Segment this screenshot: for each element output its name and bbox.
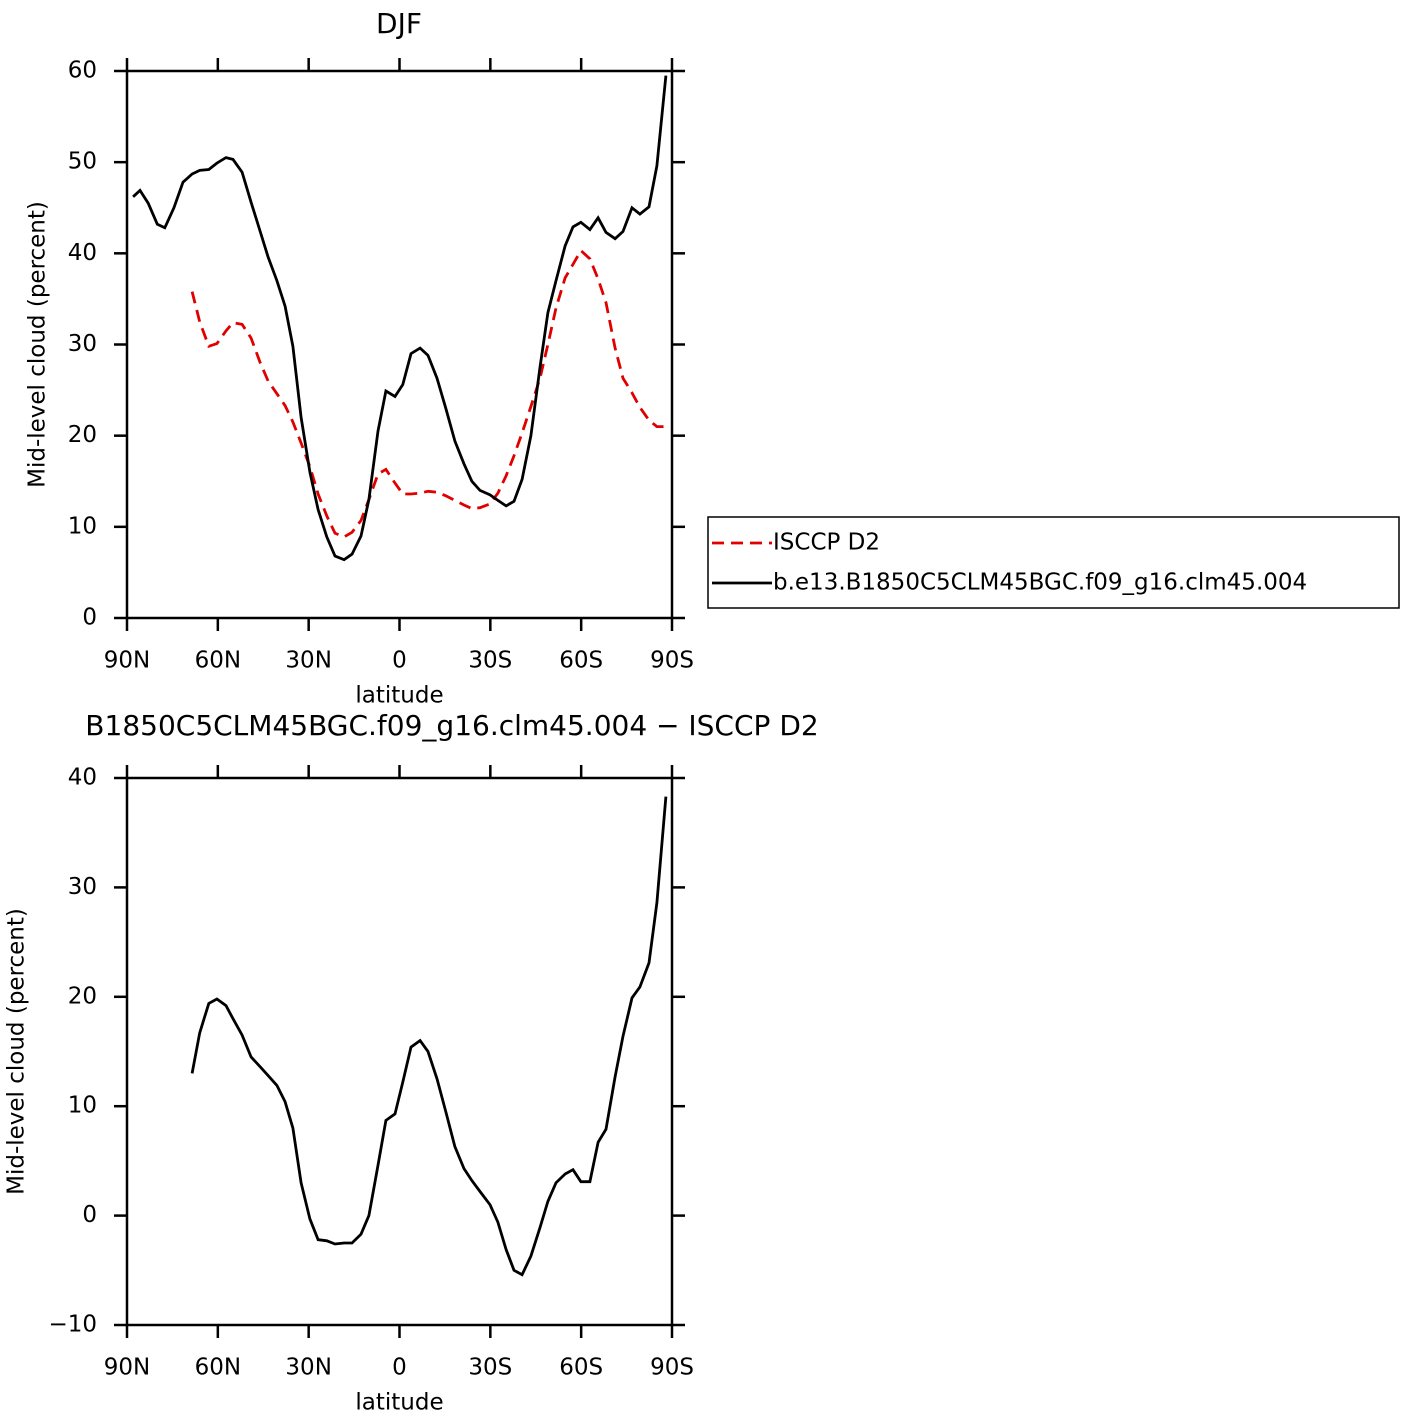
- plot-frame: [125, 69, 674, 620]
- data-line: [190, 248, 666, 539]
- x-tick-label: 0: [392, 648, 407, 674]
- x-tick-label: 0: [392, 1355, 407, 1381]
- x-tick-label: 30N: [285, 1355, 331, 1381]
- y-tick-label: −10: [48, 1312, 97, 1338]
- plot-frame: [125, 776, 674, 1327]
- y-tick-label: 20: [68, 422, 97, 448]
- y-tick-label: 0: [82, 1202, 97, 1228]
- x-tick-label: 90S: [650, 648, 694, 674]
- y-tick-label: 40: [68, 240, 97, 266]
- y-axis-label: Mid-level cloud (percent): [4, 908, 30, 1195]
- legend-label: b.e13.B1850C5CLM45BGC.f09_g16.clm45.004: [773, 570, 1307, 596]
- x-tick-label: 60N: [195, 1355, 241, 1381]
- x-tick-label: 60N: [195, 648, 241, 674]
- x-tick-label: 30N: [285, 648, 331, 674]
- y-tick-label: 30: [68, 874, 97, 900]
- y-axis-label: Mid-level cloud (percent): [25, 201, 51, 488]
- chart-title: B1850C5CLM45BGC.f09_g16.clm45.004 − ISCC…: [85, 709, 818, 742]
- x-tick-label: 90N: [104, 648, 150, 674]
- legend-box: [707, 516, 1400, 609]
- y-tick-label: 0: [82, 605, 97, 631]
- x-tick-label: 90S: [650, 1355, 694, 1381]
- y-tick-label: 10: [68, 1093, 97, 1119]
- data-line: [132, 75, 668, 562]
- x-tick-label: 30S: [468, 1355, 512, 1381]
- y-tick-label: 60: [68, 58, 97, 84]
- chart-title: DJF: [376, 7, 422, 40]
- y-tick-label: 50: [68, 149, 97, 175]
- x-axis-label: latitude: [355, 683, 443, 709]
- x-tick-label: 30S: [468, 648, 512, 674]
- y-tick-label: 10: [68, 513, 97, 539]
- x-tick-label: 60S: [559, 1355, 603, 1381]
- x-tick-label: 90N: [104, 1355, 150, 1381]
- y-tick-label: 30: [68, 331, 97, 357]
- x-tick-label: 60S: [559, 648, 603, 674]
- y-tick-label: 40: [68, 765, 97, 791]
- x-axis-label: latitude: [355, 1390, 443, 1416]
- y-tick-label: 20: [68, 983, 97, 1009]
- legend-label: ISCCP D2: [773, 530, 880, 556]
- data-line: [190, 796, 668, 1277]
